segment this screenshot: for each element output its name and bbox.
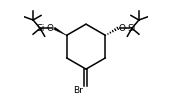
Text: Si: Si (36, 24, 44, 33)
Text: O: O (118, 24, 125, 33)
Text: O: O (47, 24, 54, 33)
Text: Br: Br (73, 86, 83, 95)
Polygon shape (54, 27, 67, 35)
Text: Si: Si (128, 24, 136, 33)
